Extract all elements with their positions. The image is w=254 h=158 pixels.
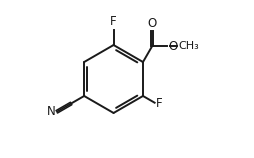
Text: N: N (46, 105, 55, 118)
Text: O: O (168, 40, 177, 53)
Text: F: F (110, 15, 117, 28)
Text: F: F (156, 97, 163, 110)
Text: CH₃: CH₃ (178, 41, 199, 51)
Text: O: O (148, 17, 157, 30)
